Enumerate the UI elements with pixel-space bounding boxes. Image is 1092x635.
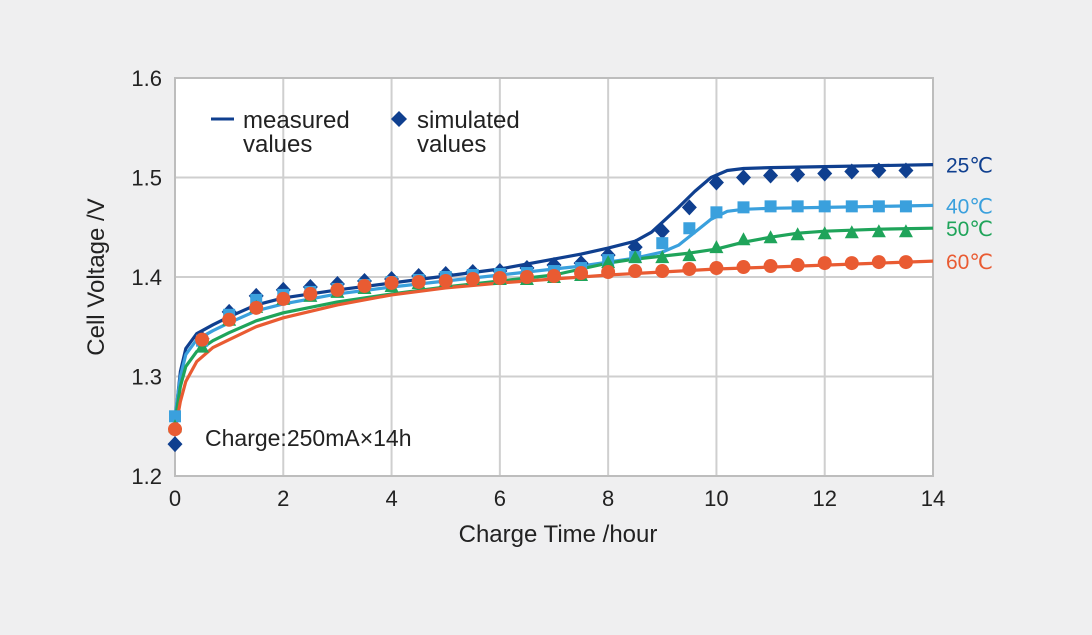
y-tick-label: 1.3 (131, 365, 162, 390)
simulated-point-square (818, 200, 831, 213)
simulated-point-square (764, 200, 777, 213)
x-tick-label: 2 (277, 486, 289, 511)
legend-simulated-label-1: simulated (417, 107, 520, 134)
simulated-point-circle (709, 261, 724, 276)
simulated-point-square (656, 237, 669, 250)
charge-annotation: Charge:250mA×14h (205, 425, 412, 451)
simulated-point-circle (519, 270, 534, 284)
simulated-point-diamond (708, 174, 724, 191)
x-tick-label: 0 (169, 486, 181, 511)
legend-diamond-swatch (391, 111, 407, 127)
y-tick-label: 1.4 (131, 265, 162, 290)
x-axis-title: Charge Time /hour (459, 521, 658, 548)
simulated-point-circle (276, 291, 291, 306)
simulated-point-circle (736, 260, 751, 275)
simulated-point-square (710, 206, 723, 219)
simulated-markers (167, 162, 914, 453)
simulated-point-circle (168, 422, 182, 437)
series-labels: 25℃ 40℃50℃ 60℃ (946, 155, 993, 275)
series-label-triangle: 50℃ (946, 218, 993, 241)
simulated-point-diamond (763, 167, 779, 184)
x-tick-label: 8 (602, 486, 614, 511)
simulated-point-circle (871, 255, 886, 270)
simulated-point-diamond (654, 223, 670, 240)
series-label-diamond: 25℃ (946, 155, 993, 178)
plot-frame (174, 77, 934, 477)
simulated-point-triangle (628, 250, 643, 264)
simulated-point-square (845, 200, 858, 213)
simulated-point-triangle (817, 226, 832, 240)
simulated-point-circle (303, 286, 318, 301)
simulated-point-diamond (681, 199, 697, 216)
x-tick-label: 14 (921, 486, 945, 511)
simulated-point-circle (384, 275, 399, 290)
simulated-point-circle (330, 282, 345, 297)
simulated-point-circle (655, 264, 670, 279)
legend-measured-label-1: measured (243, 107, 350, 134)
simulated-point-circle (844, 256, 859, 271)
simulated-point-circle (817, 256, 832, 271)
legend-measured-label-2: values (243, 131, 312, 158)
x-tick-label: 12 (812, 486, 836, 511)
simulated-point-circle (438, 273, 453, 288)
simulated-point-circle (465, 271, 480, 286)
simulated-point-circle (492, 270, 507, 285)
x-tick-label: 6 (494, 486, 506, 511)
y-axis-title: Cell Voltage /V (83, 198, 110, 355)
simulated-point-diamond (871, 162, 887, 179)
simulated-point-diamond (167, 436, 183, 453)
simulated-point-triangle (790, 227, 805, 241)
simulated-point-triangle (763, 230, 778, 244)
legend: measured values simulated values (211, 107, 520, 158)
simulated-point-diamond (844, 163, 860, 180)
simulated-point-circle (763, 259, 778, 274)
y-tick-label: 1.6 (131, 66, 162, 91)
simulated-point-circle (790, 258, 805, 273)
simulated-point-circle (222, 312, 237, 327)
simulated-point-triangle (709, 240, 724, 254)
simulated-point-triangle (871, 224, 886, 238)
legend-simulated-label-2: values (417, 131, 486, 158)
x-tick-label: 10 (704, 486, 728, 511)
simulated-point-triangle (844, 225, 859, 239)
simulated-point-diamond (817, 165, 833, 182)
series-label-circle: 60℃ (946, 251, 993, 274)
simulated-point-circle (682, 262, 697, 277)
simulated-point-circle (601, 265, 616, 280)
simulated-point-diamond (790, 166, 806, 183)
simulated-point-triangle (682, 248, 697, 262)
simulated-point-circle (357, 278, 372, 293)
simulated-point-diamond (898, 162, 914, 179)
simulated-point-square (791, 200, 804, 213)
simulated-point-triangle (736, 232, 751, 246)
simulated-point-square (899, 200, 912, 213)
simulated-point-square (737, 201, 750, 214)
simulated-point-circle (195, 332, 210, 347)
simulated-point-circle (574, 266, 589, 281)
series-label-square: 40℃ (946, 195, 993, 218)
simulated-point-square (169, 410, 181, 423)
simulated-point-triangle (898, 224, 913, 238)
simulated-point-square (872, 200, 885, 213)
simulated-point-triangle (601, 255, 616, 269)
simulated-point-circle (249, 300, 264, 315)
simulated-point-diamond (736, 169, 751, 186)
measured-line-circle (173, 259, 934, 432)
tick-labels: 0 2 4 6 8 10 12 14 1.2 1.3 1.4 1.5 1.6 (131, 66, 945, 511)
simulated-point-circle (628, 264, 643, 279)
simulated-point-circle (547, 269, 561, 284)
y-tick-label: 1.5 (131, 166, 162, 191)
simulated-point-triangle (655, 250, 670, 264)
y-tick-label: 1.2 (131, 464, 162, 489)
x-tick-label: 4 (385, 486, 397, 511)
axes (174, 77, 934, 477)
simulated-point-circle (898, 255, 913, 270)
simulated-point-square (683, 222, 696, 235)
measured-line-diamond (173, 163, 934, 422)
simulated-point-circle (411, 274, 426, 289)
